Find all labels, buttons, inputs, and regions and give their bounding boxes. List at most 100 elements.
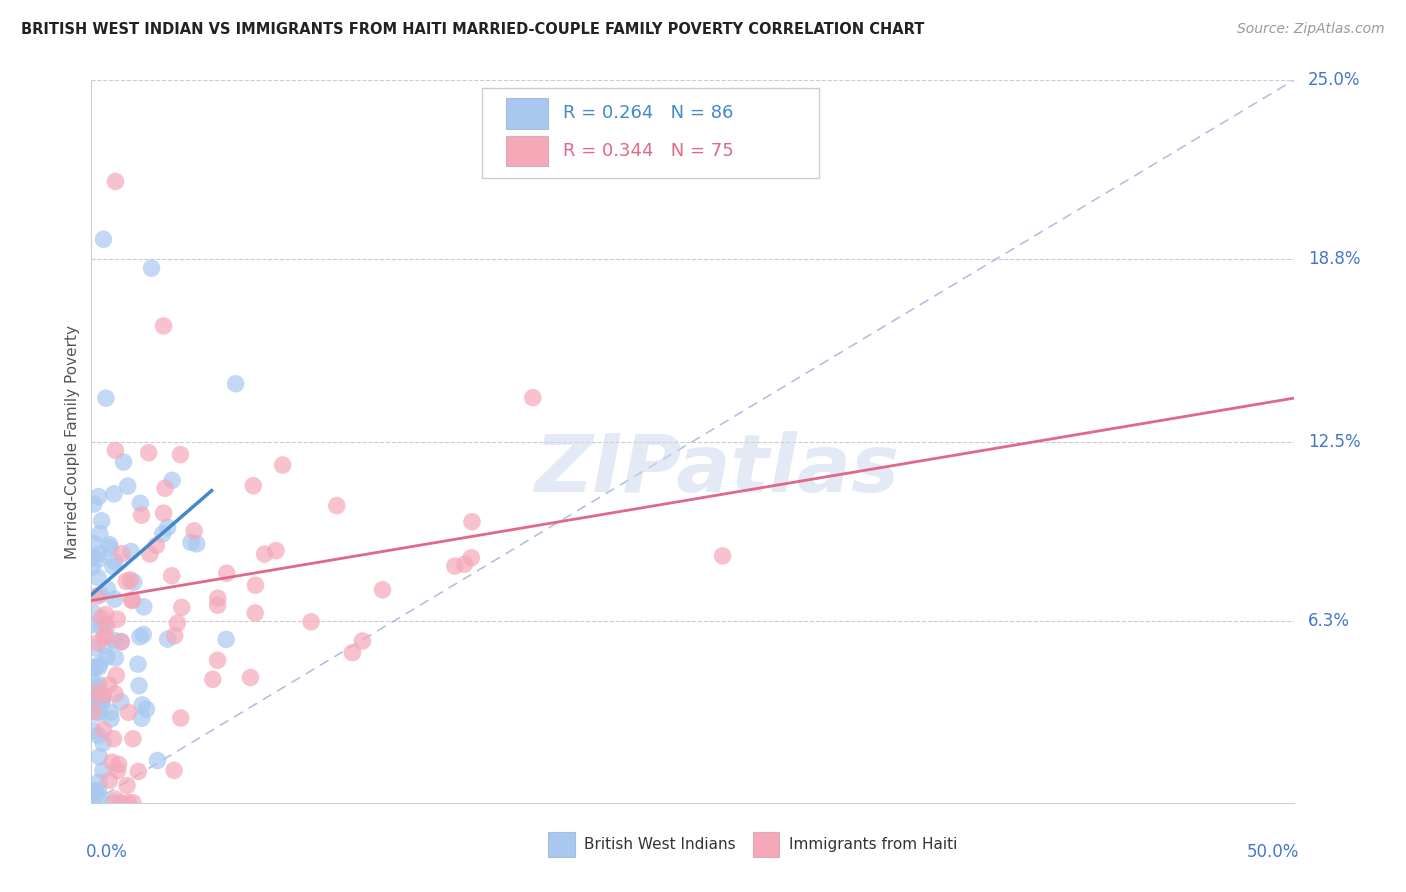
Point — [127, 657, 149, 672]
Point — [215, 632, 238, 647]
Text: R = 0.344   N = 75: R = 0.344 N = 75 — [562, 142, 734, 160]
Point — [89, 657, 111, 671]
Point — [98, 773, 121, 788]
FancyBboxPatch shape — [548, 831, 575, 857]
Point — [96, 619, 118, 633]
Point — [131, 711, 153, 725]
Point — [352, 634, 374, 648]
Point — [120, 593, 142, 607]
Point — [166, 616, 188, 631]
Point — [89, 588, 111, 602]
Point — [169, 448, 191, 462]
Point — [122, 731, 145, 746]
Point — [103, 731, 125, 746]
Point — [460, 550, 482, 565]
Point — [104, 687, 127, 701]
Point — [83, 784, 105, 798]
FancyBboxPatch shape — [752, 831, 779, 857]
Text: British West Indians: British West Indians — [585, 837, 735, 852]
Point — [253, 547, 276, 561]
Point — [107, 764, 129, 778]
Y-axis label: Married-Couple Family Poverty: Married-Couple Family Poverty — [65, 325, 80, 558]
Point — [90, 620, 112, 634]
Point — [83, 661, 105, 675]
Point — [89, 526, 111, 541]
Point — [131, 508, 153, 523]
Point — [87, 552, 110, 566]
Point — [82, 686, 104, 700]
Point — [83, 661, 105, 675]
Point — [89, 749, 111, 764]
Point — [101, 796, 124, 810]
Point — [245, 578, 267, 592]
Point — [104, 443, 127, 458]
Point — [100, 712, 122, 726]
FancyBboxPatch shape — [482, 87, 818, 178]
Text: 0.0%: 0.0% — [86, 843, 128, 861]
Point — [117, 479, 139, 493]
Point — [299, 615, 322, 629]
Point — [239, 670, 262, 684]
Point — [83, 677, 105, 691]
Point — [141, 261, 163, 276]
Point — [207, 598, 229, 612]
Point — [86, 706, 108, 721]
Point — [453, 558, 475, 572]
FancyBboxPatch shape — [506, 136, 548, 166]
Point — [121, 593, 143, 607]
Point — [91, 736, 114, 750]
Point — [91, 692, 114, 706]
Point — [82, 693, 104, 707]
Text: 6.3%: 6.3% — [1308, 612, 1350, 630]
Point — [93, 723, 115, 737]
Point — [115, 779, 138, 793]
Point — [83, 497, 105, 511]
Point — [110, 635, 132, 649]
Point — [104, 651, 127, 665]
Point — [326, 499, 349, 513]
Point — [129, 496, 152, 510]
Point — [163, 629, 186, 643]
Point — [131, 698, 153, 712]
Point — [207, 591, 229, 605]
Text: BRITISH WEST INDIAN VS IMMIGRANTS FROM HAITI MARRIED-COUPLE FAMILY POVERTY CORRE: BRITISH WEST INDIAN VS IMMIGRANTS FROM H… — [21, 22, 925, 37]
Point — [91, 689, 114, 703]
Text: Immigrants from Haiti: Immigrants from Haiti — [789, 837, 957, 852]
Text: R = 0.264   N = 86: R = 0.264 N = 86 — [562, 104, 733, 122]
Point — [128, 679, 150, 693]
Point — [87, 570, 110, 584]
Point — [107, 757, 129, 772]
Point — [82, 692, 104, 706]
Point — [82, 560, 104, 574]
Text: 18.8%: 18.8% — [1308, 251, 1361, 268]
Point — [101, 755, 124, 769]
Point — [87, 660, 110, 674]
Point — [103, 633, 125, 648]
Point — [711, 549, 734, 563]
Point — [87, 783, 110, 797]
Point — [371, 582, 394, 597]
Point — [138, 446, 160, 460]
Text: 25.0%: 25.0% — [1308, 71, 1361, 89]
Point — [120, 573, 142, 587]
Point — [104, 792, 127, 806]
Point — [87, 728, 110, 742]
Point — [80, 551, 103, 566]
Point — [80, 618, 103, 632]
Point — [94, 629, 117, 643]
Point — [96, 649, 118, 664]
Point — [84, 660, 107, 674]
Point — [86, 686, 108, 700]
Point — [90, 611, 112, 625]
Point — [160, 473, 183, 487]
Point — [84, 789, 107, 803]
Point — [461, 515, 484, 529]
Point — [104, 554, 127, 568]
Point — [91, 764, 114, 778]
Point — [105, 668, 128, 682]
Point — [94, 640, 117, 654]
Point — [170, 711, 193, 725]
Point — [115, 574, 138, 589]
Text: Source: ZipAtlas.com: Source: ZipAtlas.com — [1237, 22, 1385, 37]
Point — [186, 537, 208, 551]
